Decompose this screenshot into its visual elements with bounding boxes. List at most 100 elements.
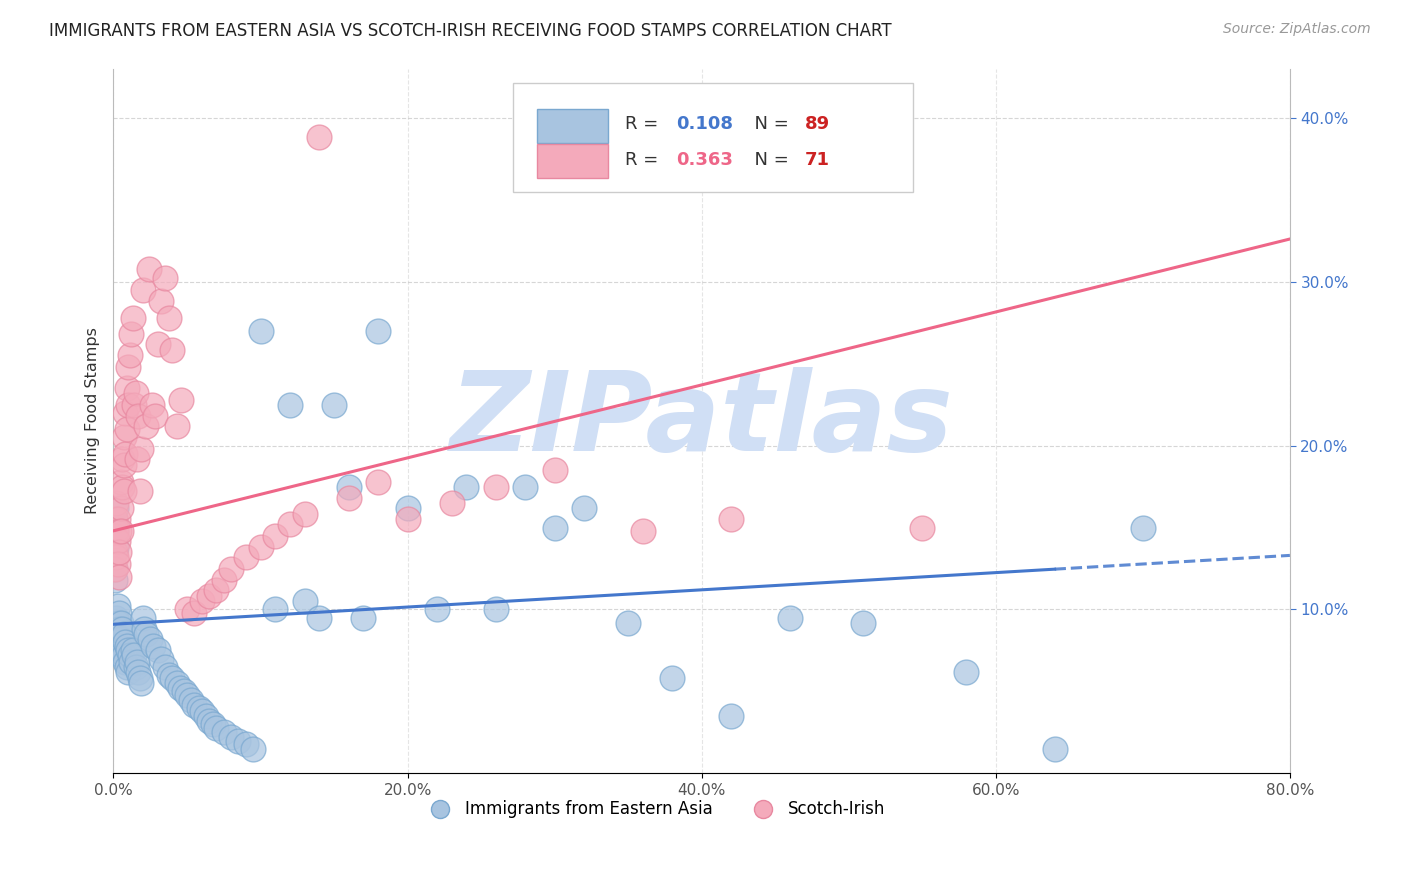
Point <box>120 327 142 342</box>
Point <box>134 622 156 636</box>
Point <box>396 512 419 526</box>
Point <box>367 324 389 338</box>
Point <box>132 283 155 297</box>
Point <box>162 671 184 685</box>
Point <box>515 479 537 493</box>
Point <box>110 500 132 515</box>
Point <box>120 655 142 669</box>
Point <box>108 622 131 636</box>
Point <box>353 610 375 624</box>
Text: R =: R = <box>626 114 664 133</box>
Point <box>112 648 135 663</box>
Point <box>219 561 242 575</box>
Point <box>107 599 129 614</box>
Point <box>166 418 188 433</box>
Point <box>149 651 172 665</box>
Point <box>104 512 127 526</box>
Point <box>146 643 169 657</box>
Point <box>143 409 166 423</box>
Point <box>166 676 188 690</box>
Point <box>264 529 287 543</box>
Point <box>111 479 134 493</box>
Point <box>107 557 129 571</box>
Point <box>852 615 875 630</box>
Point <box>176 688 198 702</box>
Point <box>212 725 235 739</box>
Point <box>1132 520 1154 534</box>
Point <box>104 545 127 559</box>
Point <box>124 386 146 401</box>
Point <box>108 606 131 620</box>
Point <box>114 406 136 420</box>
Point <box>117 643 139 657</box>
Point <box>235 549 257 564</box>
Text: R =: R = <box>626 151 664 169</box>
Point <box>108 639 131 653</box>
Legend: Immigrants from Eastern Asia, Scotch-Irish: Immigrants from Eastern Asia, Scotch-Iri… <box>418 794 893 825</box>
Point <box>111 451 134 466</box>
Point <box>115 381 138 395</box>
Point <box>104 545 127 559</box>
Point <box>104 573 127 587</box>
Point <box>121 310 143 325</box>
Point <box>543 463 565 477</box>
Point <box>195 709 218 723</box>
Point <box>138 261 160 276</box>
Point <box>112 458 135 473</box>
Text: Source: ZipAtlas.com: Source: ZipAtlas.com <box>1223 22 1371 37</box>
Point <box>122 648 145 663</box>
Point <box>105 496 128 510</box>
Point <box>631 524 654 538</box>
Point <box>456 479 478 493</box>
Point <box>911 520 934 534</box>
Point <box>117 665 139 679</box>
Point <box>125 655 148 669</box>
Point <box>135 627 157 641</box>
Point <box>153 271 176 285</box>
Point <box>294 594 316 608</box>
Point <box>183 698 205 712</box>
Point <box>142 639 165 653</box>
Point <box>107 615 129 630</box>
Point <box>107 533 129 548</box>
Text: 0.108: 0.108 <box>676 114 733 133</box>
Point <box>249 540 271 554</box>
Point <box>110 475 132 489</box>
Point <box>169 681 191 696</box>
Point <box>122 398 145 412</box>
Point <box>187 701 209 715</box>
Point <box>110 648 132 663</box>
Point <box>205 582 228 597</box>
Point <box>190 594 212 608</box>
Point <box>104 561 127 575</box>
Point <box>205 721 228 735</box>
Point <box>112 430 135 444</box>
Point <box>294 508 316 522</box>
Point <box>104 529 127 543</box>
Point <box>198 714 221 728</box>
Point <box>157 668 180 682</box>
FancyBboxPatch shape <box>537 144 607 178</box>
Point <box>183 606 205 620</box>
Point <box>131 676 153 690</box>
Point <box>219 731 242 745</box>
Point <box>485 602 508 616</box>
Point <box>146 337 169 351</box>
Point <box>111 643 134 657</box>
Point <box>118 648 141 663</box>
Point <box>661 671 683 685</box>
Text: 89: 89 <box>806 114 831 133</box>
Point <box>105 540 128 554</box>
Point <box>110 615 132 630</box>
Point <box>720 709 742 723</box>
Point <box>105 500 128 515</box>
Text: 71: 71 <box>806 151 830 169</box>
Point <box>108 545 131 559</box>
FancyBboxPatch shape <box>537 109 607 143</box>
Point <box>202 717 225 731</box>
Point <box>779 610 801 624</box>
Point <box>105 610 128 624</box>
Point <box>108 524 131 538</box>
Point <box>107 512 129 526</box>
Y-axis label: Receiving Food Stamps: Receiving Food Stamps <box>86 327 100 515</box>
